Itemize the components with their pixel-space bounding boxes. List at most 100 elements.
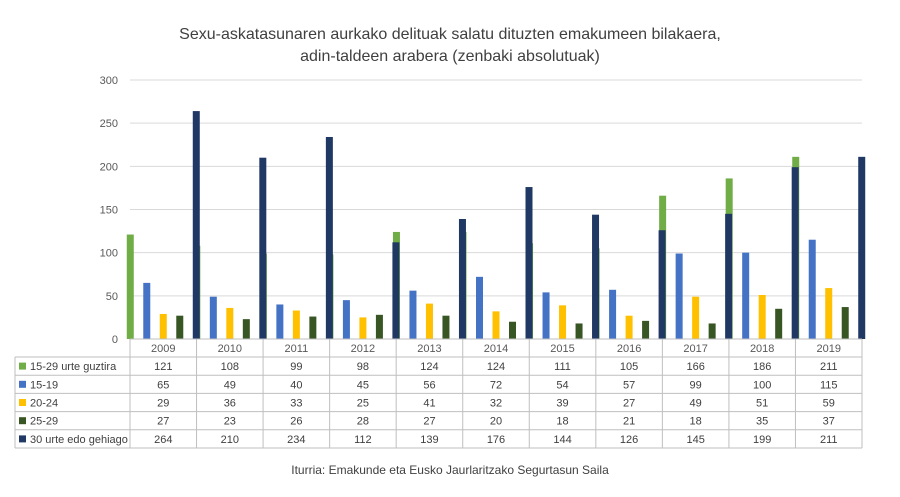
bar <box>176 315 184 339</box>
data-table-value: 45 <box>357 379 369 391</box>
data-table-value: 18 <box>690 416 702 428</box>
data-table-value: 21 <box>623 416 635 428</box>
data-table-value: 41 <box>423 398 435 410</box>
bar <box>259 157 267 339</box>
bar <box>192 111 200 339</box>
data-table-value: 108 <box>221 361 239 373</box>
bar <box>292 310 300 339</box>
data-table-value: 49 <box>690 398 702 410</box>
bar <box>542 292 550 339</box>
bar <box>242 319 250 339</box>
bar <box>758 294 766 339</box>
data-table-value: 33 <box>290 398 302 410</box>
chart-title-line-2: adin-taldeen arabera (zenbaki absolutuak… <box>300 48 600 65</box>
x-tick-label: 2012 <box>351 343 375 355</box>
data-table-value: 27 <box>423 416 435 428</box>
legend-label: 20-24 <box>30 398 58 410</box>
bar <box>808 239 816 339</box>
data-table-value: 115 <box>820 379 838 391</box>
x-tick-label: 2016 <box>617 343 641 355</box>
bar <box>143 282 151 339</box>
data-table-value: 65 <box>157 379 169 391</box>
bar <box>276 304 284 339</box>
data-table-value: 29 <box>157 398 169 410</box>
data-table-value: 40 <box>290 379 302 391</box>
data-table-value: 176 <box>487 434 505 446</box>
data-table-value: 186 <box>753 361 771 373</box>
bar <box>392 242 400 339</box>
bar <box>642 320 650 339</box>
data-table-value: 100 <box>753 379 771 391</box>
data-table-value: 59 <box>823 398 835 410</box>
data-table-value: 126 <box>620 434 638 446</box>
data-table-value: 20 <box>490 416 502 428</box>
data-table-value: 211 <box>820 434 838 446</box>
bar <box>825 288 833 339</box>
bar <box>126 234 134 339</box>
bar <box>775 308 783 339</box>
bar <box>325 136 333 339</box>
data-table-value: 210 <box>221 434 239 446</box>
data-table-value: 72 <box>490 379 502 391</box>
data-table-value: 199 <box>753 434 771 446</box>
bar <box>658 230 666 339</box>
y-tick-label: 0 <box>112 334 118 346</box>
bar <box>442 315 450 339</box>
data-table-value: 211 <box>820 361 838 373</box>
x-tick-label: 2013 <box>417 343 441 355</box>
data-table-value: 36 <box>224 398 236 410</box>
bar <box>309 316 317 339</box>
legend-label: 15-29 urte guztira <box>30 361 117 373</box>
data-table-value: 39 <box>556 398 568 410</box>
data-table-value: 18 <box>556 416 568 428</box>
data-table-value: 124 <box>487 361 505 373</box>
legend-swatch <box>19 380 26 388</box>
data-table-value: 27 <box>623 398 635 410</box>
data-table-value: 23 <box>224 416 236 428</box>
y-tick-label: 200 <box>100 161 118 173</box>
data-table-value: 57 <box>623 379 635 391</box>
bar <box>625 315 633 339</box>
data-table-value: 139 <box>420 434 438 446</box>
data-table-value: 234 <box>287 434 305 446</box>
data-table-value: 166 <box>686 361 704 373</box>
x-tick-label: 2009 <box>151 343 175 355</box>
y-tick-label: 100 <box>100 248 118 260</box>
bar <box>409 290 417 339</box>
data-table-value: 35 <box>756 416 768 428</box>
data-table-value: 54 <box>556 379 568 391</box>
bar <box>725 213 733 339</box>
data-table-value: 121 <box>154 361 172 373</box>
bar <box>226 307 234 339</box>
legend-label: 30 urte edo gehiago <box>30 434 128 446</box>
legend-swatch <box>19 362 26 370</box>
data-table-value: 37 <box>823 416 835 428</box>
x-tick-label: 2019 <box>816 343 840 355</box>
bar <box>476 276 483 339</box>
bar <box>425 303 433 339</box>
x-tick-label: 2014 <box>484 343 508 355</box>
bar <box>359 317 367 339</box>
bar <box>592 214 600 339</box>
data-table-value: 145 <box>686 434 704 446</box>
data-table-value: 112 <box>354 434 372 446</box>
chart-title-line-1: Sexu-askatasunaren aurkako delituak sala… <box>179 26 721 43</box>
chart-source: Iturria: Emakunde eta Eusko Jaurlaritzak… <box>291 463 609 477</box>
bar <box>858 156 866 339</box>
bar <box>708 323 716 339</box>
legend-label: 25-29 <box>30 416 58 428</box>
data-table-value: 28 <box>357 416 369 428</box>
data-table-value: 111 <box>554 361 571 373</box>
x-tick-label: 2015 <box>550 343 574 355</box>
data-table-value: 124 <box>420 361 438 373</box>
data-table-value: 105 <box>620 361 638 373</box>
bar <box>342 300 350 339</box>
bar <box>575 323 583 339</box>
data-table-value: 25 <box>357 398 369 410</box>
bar <box>841 307 849 339</box>
bar <box>559 305 567 339</box>
legend-swatch <box>19 417 26 425</box>
x-tick-label: 2011 <box>285 343 309 355</box>
